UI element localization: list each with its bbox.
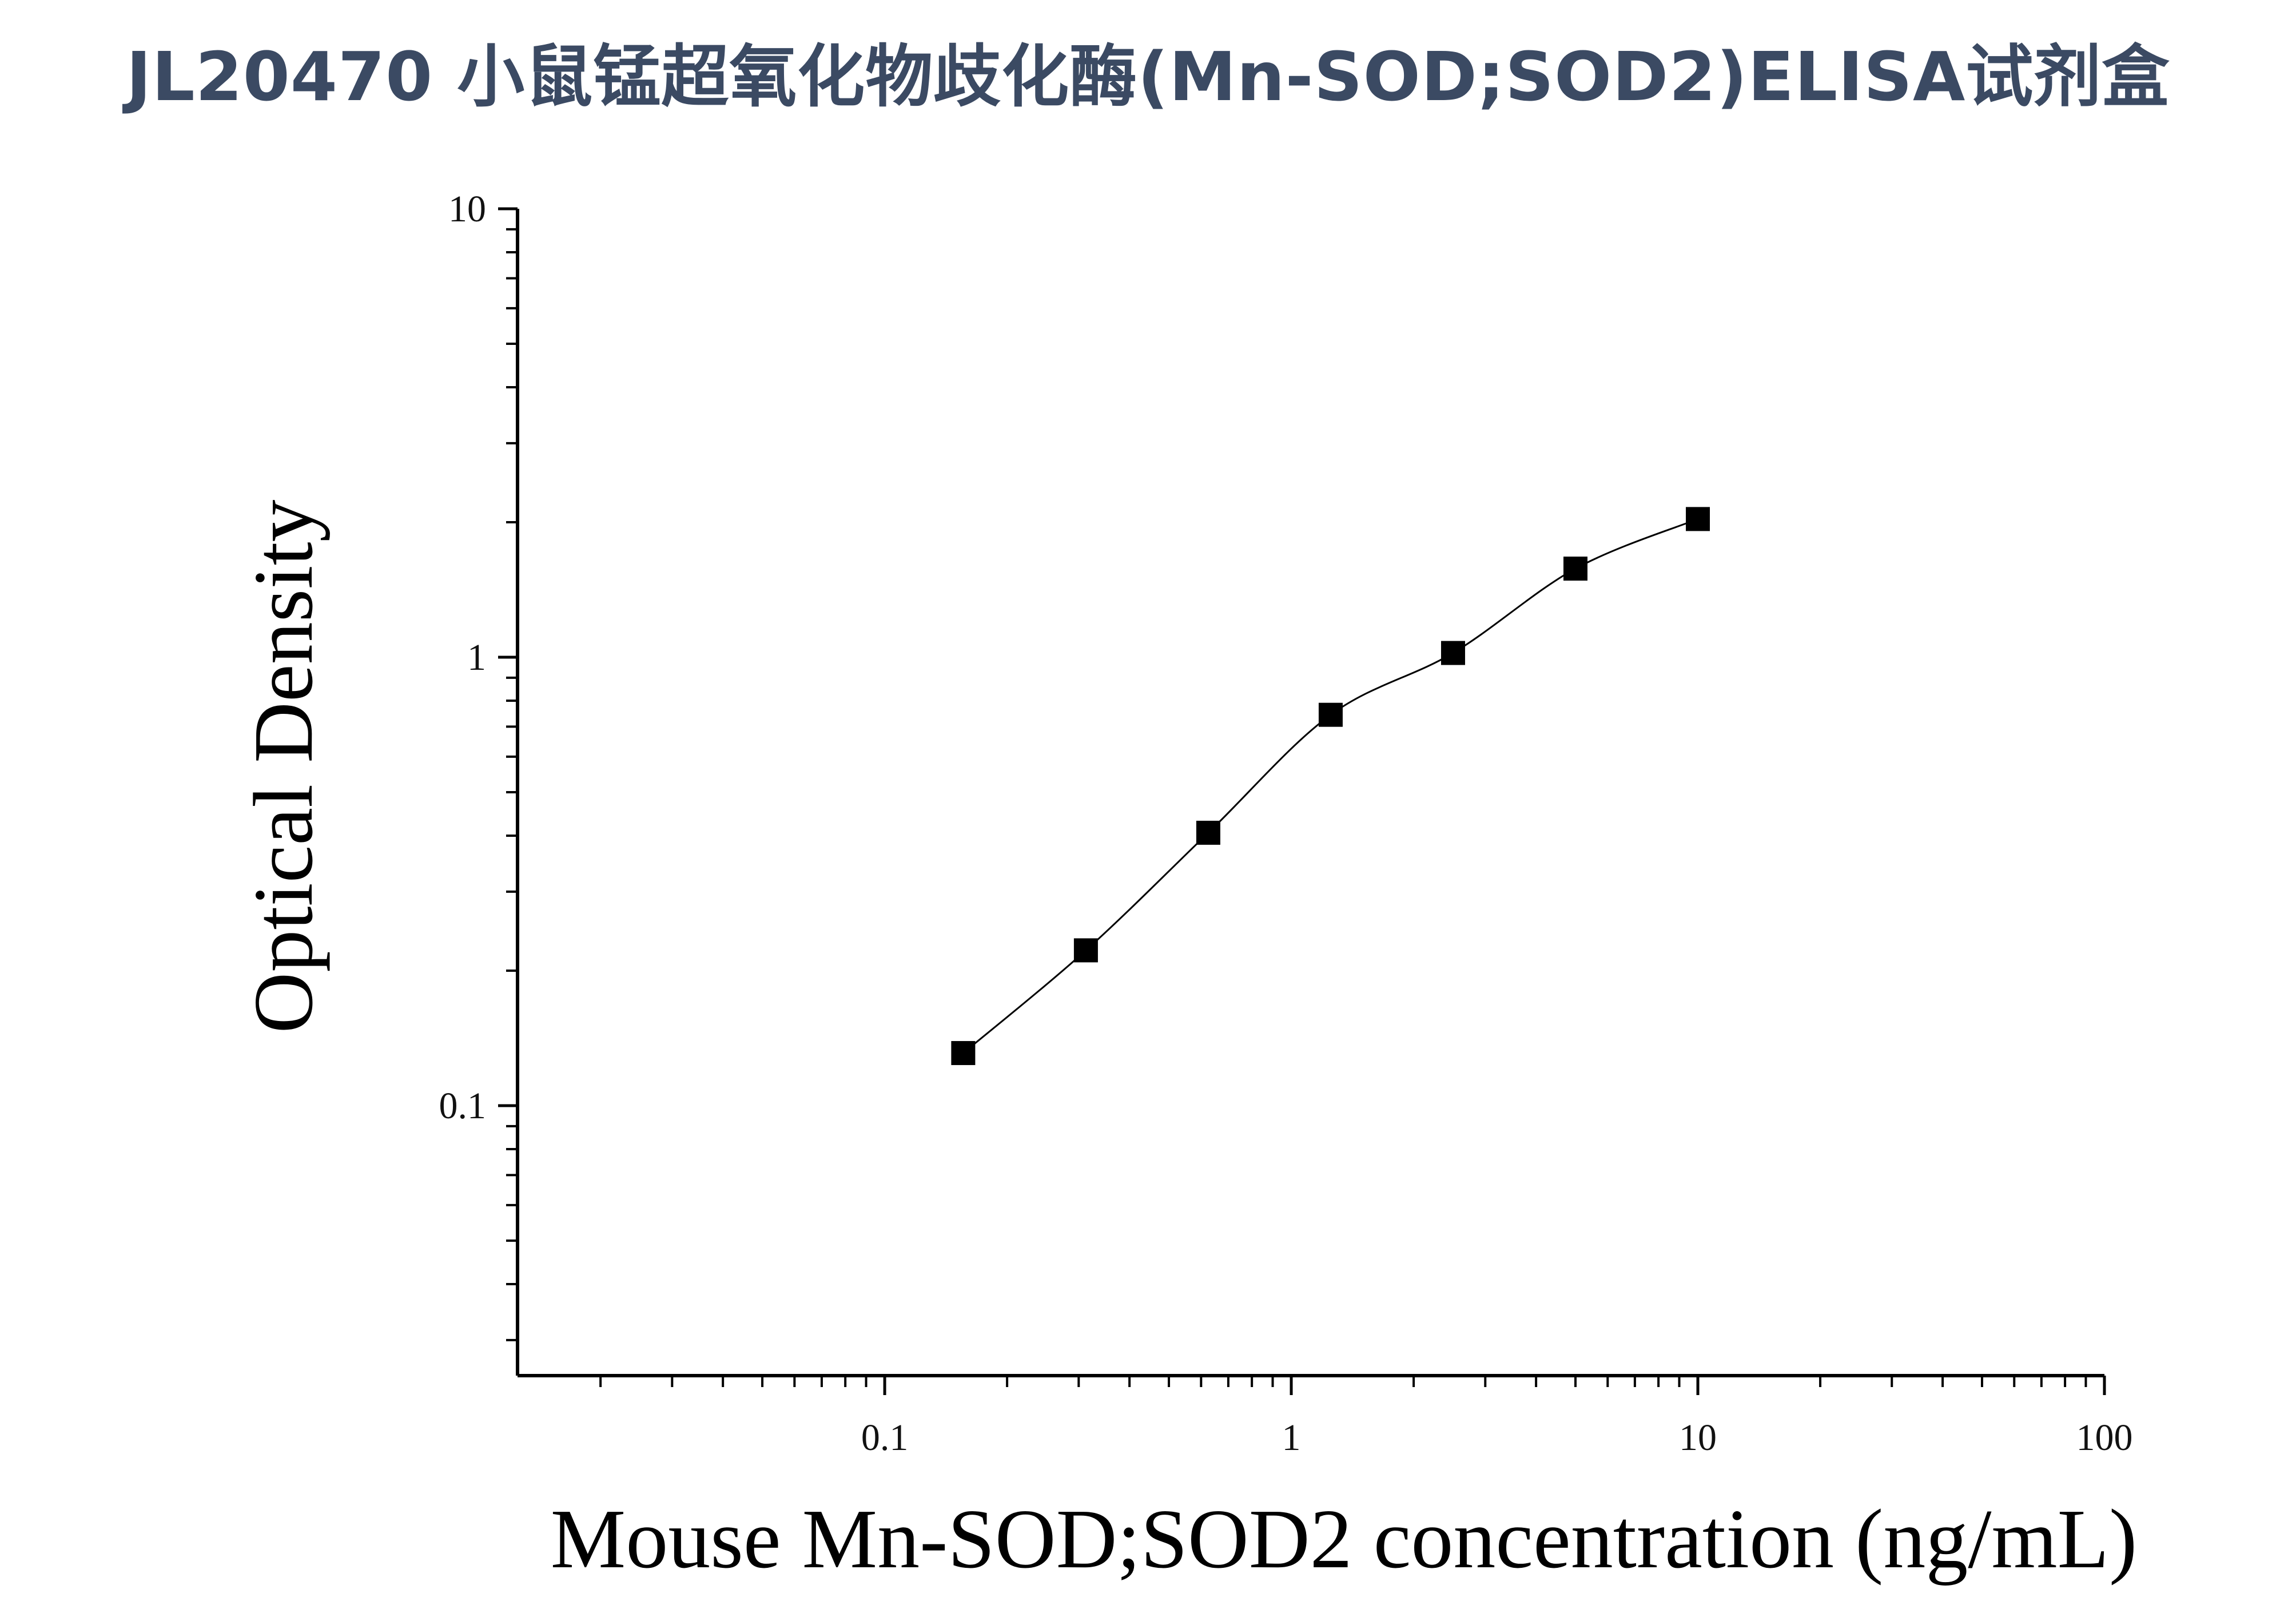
page-title: JL20470 小鼠锰超氧化物歧化酶(Mn-SOD;SOD2)ELISA试剂盒	[126, 37, 2170, 116]
data-point	[1563, 557, 1587, 581]
x-tick-label: 10	[1679, 1417, 1717, 1459]
x-axis-label: Mouse Mn-SOD;SOD2 concentration (ng/mL)	[551, 1492, 2138, 1586]
y-axis-label: Optical Density	[237, 499, 331, 1033]
y-tick-label: 0.1	[439, 1085, 487, 1127]
axes: 0.1 1 10 100 0.1 1 10	[439, 188, 2133, 1459]
x-tick-label: 0.1	[861, 1417, 909, 1459]
fit-curve	[962, 518, 1698, 1054]
data-point	[951, 1041, 976, 1066]
fit-curve-layer	[962, 518, 1698, 1054]
data-point	[1441, 641, 1465, 665]
data-point	[1686, 507, 1710, 531]
y-tick-label: 1	[467, 637, 486, 678]
data-point	[1318, 702, 1343, 727]
data-points-layer	[951, 507, 1710, 1066]
data-point	[1196, 820, 1220, 845]
data-point	[1073, 938, 1098, 963]
x-tick-label: 1	[1282, 1417, 1301, 1459]
y-tick-label: 10	[448, 188, 486, 230]
x-tick-label: 100	[2076, 1417, 2133, 1459]
